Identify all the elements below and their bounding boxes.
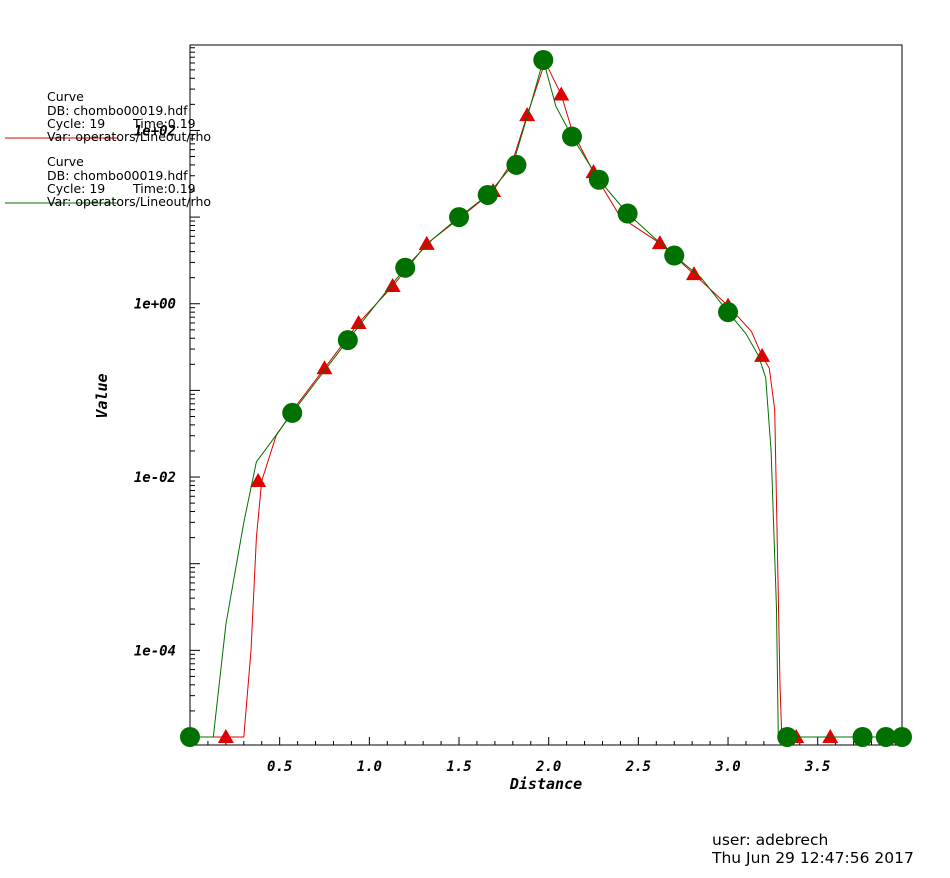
legend-1-time: Time:0.19 bbox=[132, 116, 196, 131]
footer-user: user: adebrech bbox=[712, 831, 829, 849]
x-axis: 0.5 1.0 1.5 2.0 2.5 3.0 3.5 bbox=[207, 737, 890, 775]
legend-2-cycle: Cycle: 19 bbox=[47, 181, 105, 196]
data-point bbox=[562, 126, 583, 147]
x-tick-label: 1.5 bbox=[446, 759, 471, 775]
y-tick-label: 1e+00 bbox=[134, 297, 176, 313]
y-axis: 1e-04 1e-02 1e+00 1e+02 bbox=[134, 47, 200, 738]
data-point bbox=[519, 107, 536, 122]
data-point bbox=[685, 266, 702, 281]
data-point bbox=[316, 360, 333, 375]
data-point bbox=[892, 727, 912, 747]
series-1-line bbox=[190, 60, 902, 738]
x-tick-label: 2.5 bbox=[625, 759, 651, 775]
data-point bbox=[588, 169, 609, 190]
x-tick-label: 0.5 bbox=[267, 759, 292, 775]
data-point bbox=[418, 235, 435, 250]
series-2 bbox=[180, 50, 912, 747]
data-point bbox=[852, 727, 873, 747]
x-axis-title: Distance bbox=[509, 775, 582, 793]
data-point bbox=[822, 729, 839, 743]
legend-2-time: Time:0.19 bbox=[132, 181, 196, 196]
footer-timestamp: Thu Jun 29 12:47:56 2017 bbox=[712, 849, 914, 867]
legend-2-title: Curve bbox=[47, 154, 84, 169]
series-1 bbox=[190, 60, 910, 743]
y-axis-title: Value bbox=[93, 373, 111, 418]
data-point bbox=[875, 727, 896, 747]
legend-1-cycle: Cycle: 19 bbox=[47, 116, 105, 131]
x-tick-label: 3.5 bbox=[804, 759, 830, 775]
data-point bbox=[533, 50, 554, 70]
data-point bbox=[718, 302, 739, 323]
legend-2-var: Var: operators/Lineout/rho bbox=[47, 194, 211, 209]
data-point bbox=[664, 245, 685, 266]
series-2-line bbox=[190, 58, 902, 738]
data-point bbox=[754, 347, 771, 362]
y-tick-label: 1e-04 bbox=[134, 643, 176, 659]
data-point bbox=[617, 203, 638, 224]
data-point bbox=[449, 207, 470, 228]
series-layer bbox=[180, 50, 912, 747]
legend-entry-1: Curve DB: chombo00019.hdf Cycle: 19 Time… bbox=[5, 89, 211, 144]
data-point bbox=[337, 330, 358, 351]
data-point bbox=[506, 154, 527, 175]
data-point bbox=[777, 727, 798, 747]
data-point bbox=[250, 473, 267, 488]
x-tick-label: 2.0 bbox=[535, 759, 561, 775]
y-tick-label: 1e-02 bbox=[134, 470, 176, 486]
x-tick-label: 1.0 bbox=[357, 759, 382, 775]
legend-entry-2: Curve DB: chombo00019.hdf Cycle: 19 Time… bbox=[5, 154, 211, 209]
data-point bbox=[553, 86, 570, 101]
x-tick-label: 3.0 bbox=[714, 759, 740, 775]
data-point bbox=[217, 729, 234, 743]
data-point bbox=[282, 402, 303, 423]
plot-frame bbox=[189, 44, 903, 746]
data-point bbox=[477, 184, 498, 205]
data-point bbox=[395, 257, 416, 278]
legend-1-title: Curve bbox=[47, 89, 84, 104]
y-tick-label: 1e+02 bbox=[134, 123, 176, 139]
legend-1-db: DB: chombo00019.hdf bbox=[47, 103, 188, 118]
data-point bbox=[350, 314, 367, 329]
legend-1-var: Var: operators/Lineout/rho bbox=[47, 129, 211, 144]
legend-2-db: DB: chombo00019.hdf bbox=[47, 168, 188, 183]
data-point bbox=[180, 727, 200, 747]
